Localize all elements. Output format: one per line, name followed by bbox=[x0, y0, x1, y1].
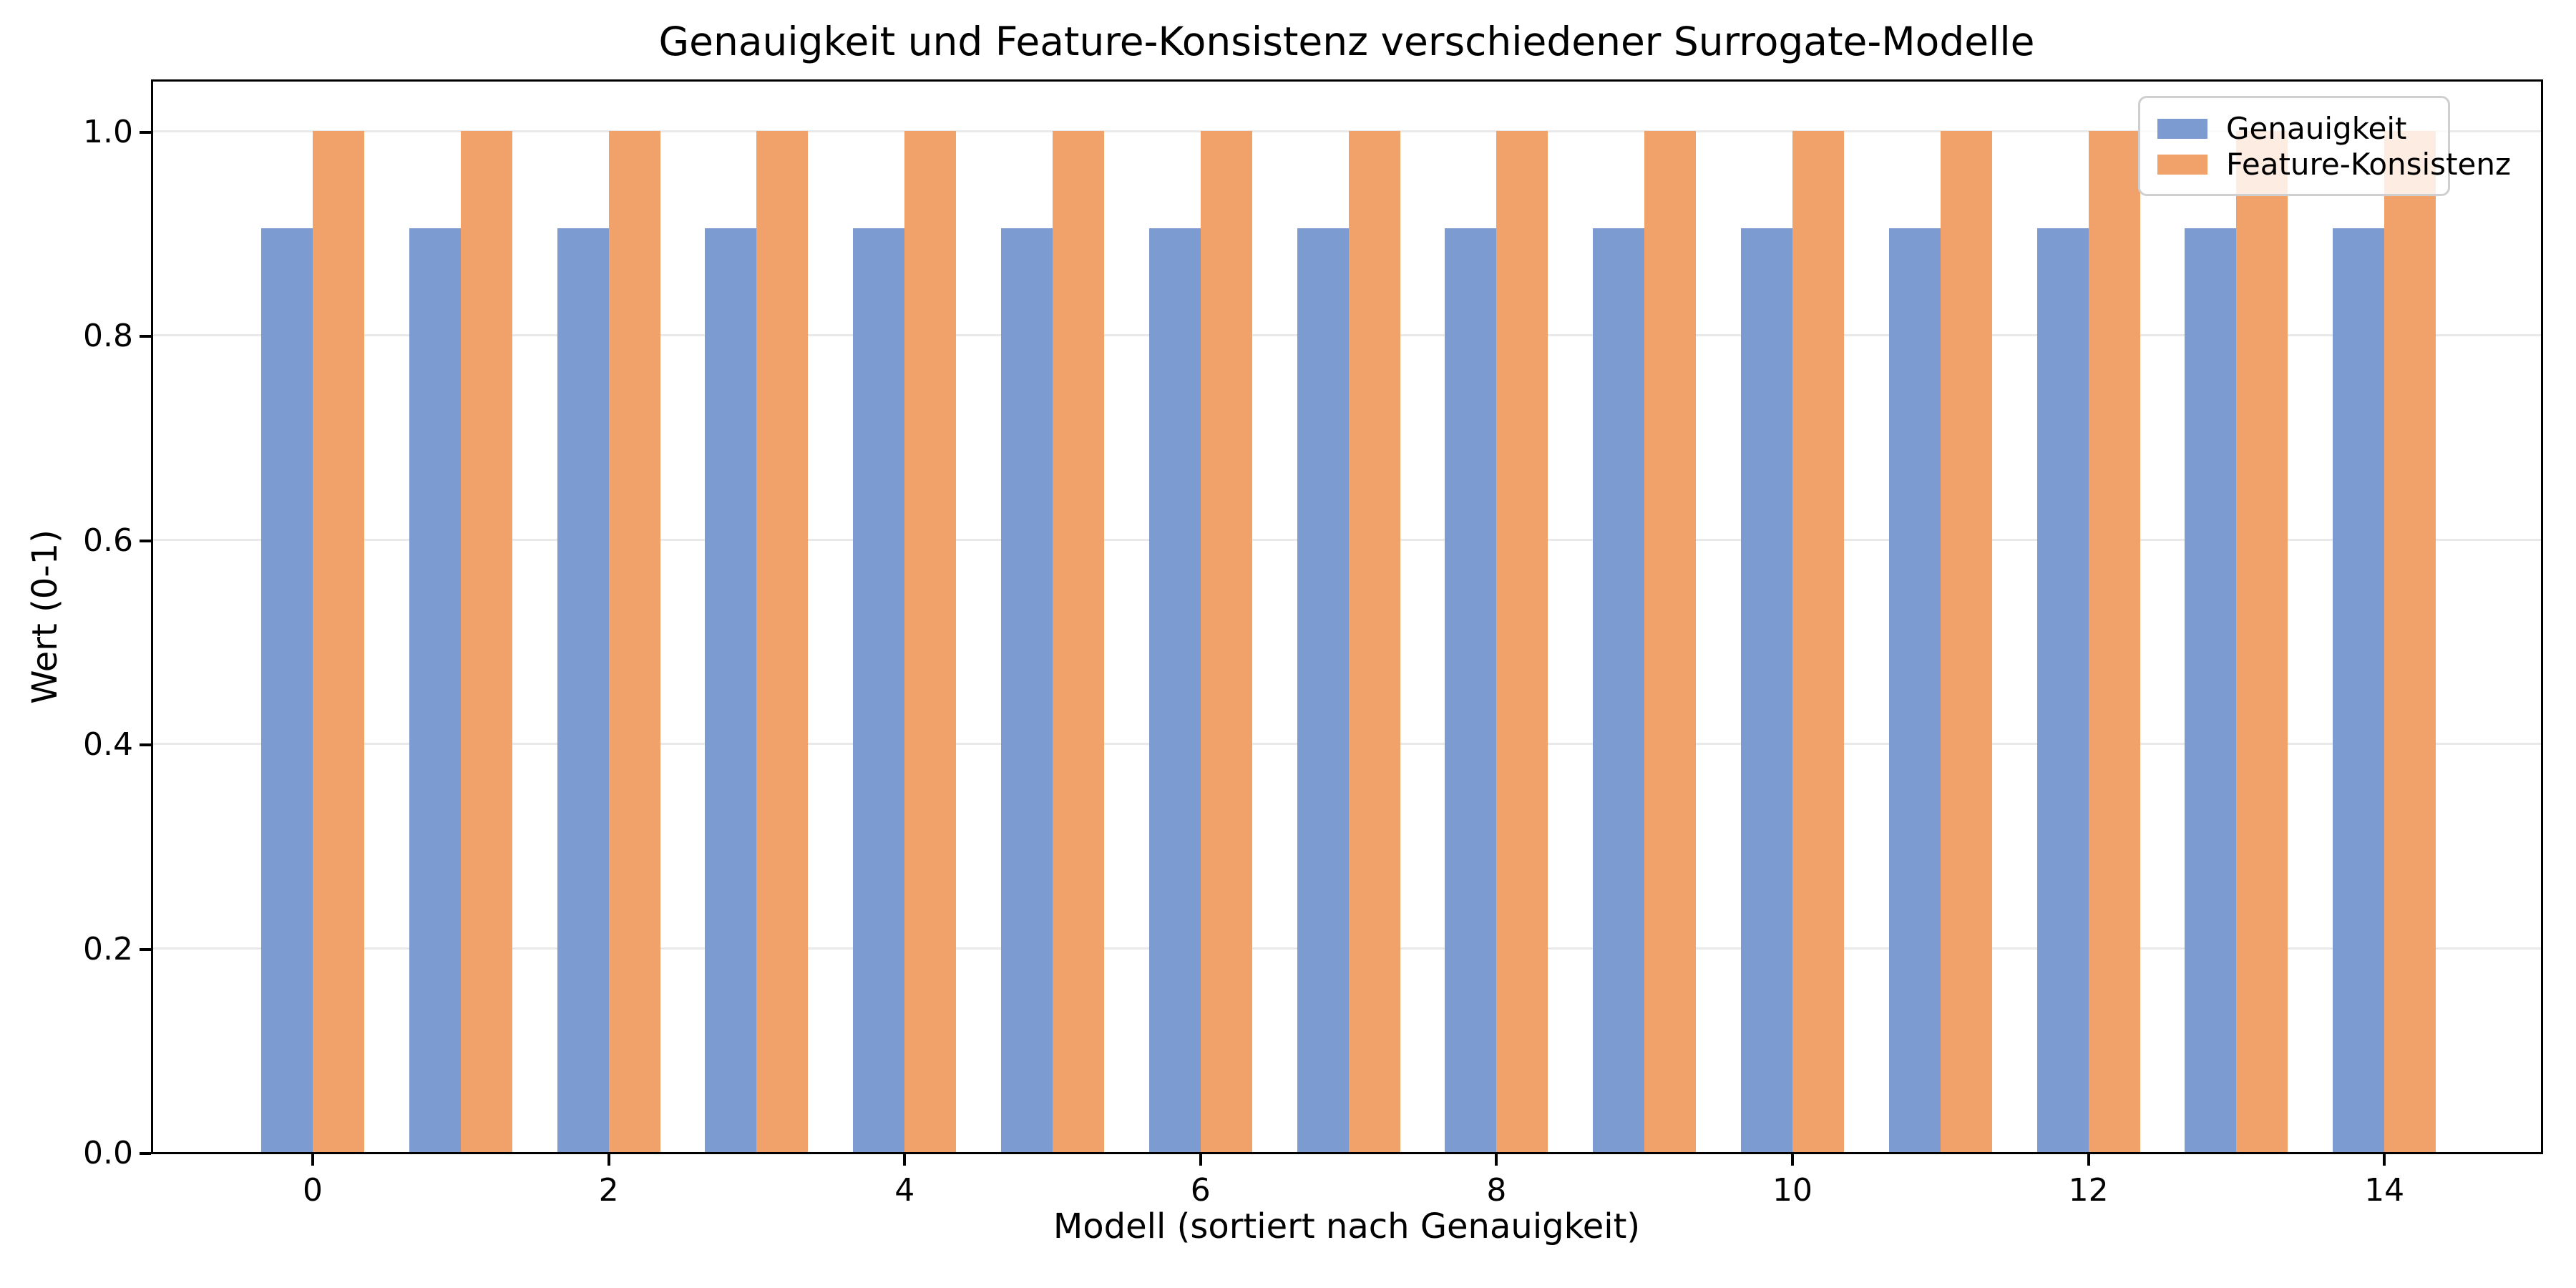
x-tick-mark-6 bbox=[1199, 1154, 1202, 1166]
x-tick-label-12: 12 bbox=[2068, 1172, 2109, 1209]
legend-label: Feature-Konsistenz bbox=[2226, 147, 2512, 182]
bar-genauigkeit-12 bbox=[2036, 228, 2089, 1152]
y-tick-mark-0.8 bbox=[140, 335, 151, 338]
x-tick-mark-2 bbox=[607, 1154, 610, 1166]
bar-genauigkeit-1 bbox=[409, 228, 461, 1152]
y-tick-label-1.0: 1.0 bbox=[83, 114, 133, 150]
x-tick-label-6: 6 bbox=[1190, 1172, 1211, 1209]
y-tick-label-0.8: 0.8 bbox=[83, 318, 133, 355]
x-tick-label-0: 0 bbox=[303, 1172, 323, 1209]
y-tick-label-0.4: 0.4 bbox=[83, 726, 133, 763]
bar-feature-konsistenz-3 bbox=[756, 131, 809, 1152]
legend: Genauigkeit Feature-Konsistenz bbox=[2138, 96, 2511, 196]
x-axis-label: Modell (sortiert nach Genauigkeit) bbox=[1053, 1206, 1641, 1246]
x-tick-mark-14 bbox=[2383, 1154, 2386, 1166]
bar-genauigkeit-4 bbox=[853, 228, 905, 1152]
bar-feature-konsistenz-7 bbox=[1348, 131, 1400, 1152]
x-tick-mark-0 bbox=[311, 1154, 314, 1166]
legend-swatch-feature-konsistenz bbox=[2157, 155, 2207, 175]
bar-genauigkeit-11 bbox=[1888, 228, 1941, 1152]
bar-feature-konsistenz-5 bbox=[1053, 131, 1104, 1152]
x-tick-mark-4 bbox=[903, 1154, 907, 1166]
bar-genauigkeit-3 bbox=[705, 228, 757, 1152]
x-tick-label-10: 10 bbox=[1772, 1172, 1813, 1209]
y-tick-mark-0.4 bbox=[140, 743, 151, 747]
bar-feature-konsistenz-0 bbox=[313, 131, 364, 1152]
bar-feature-konsistenz-4 bbox=[904, 131, 957, 1152]
bar-feature-konsistenz-11 bbox=[1940, 131, 1992, 1152]
y-tick-mark-1.0 bbox=[140, 131, 151, 134]
bar-feature-konsistenz-10 bbox=[1792, 131, 1844, 1152]
legend-swatch-genauigkeit bbox=[2157, 119, 2207, 139]
bar-feature-konsistenz-9 bbox=[1644, 131, 1697, 1152]
bar-feature-konsistenz-8 bbox=[1496, 131, 1548, 1152]
bar-genauigkeit-0 bbox=[261, 228, 313, 1152]
plot-area bbox=[151, 79, 2543, 1154]
y-tick-mark-0.2 bbox=[140, 947, 151, 951]
bar-feature-konsistenz-6 bbox=[1200, 131, 1252, 1152]
x-tick-label-8: 8 bbox=[1486, 1172, 1507, 1209]
gridline-y-1 bbox=[153, 130, 2541, 132]
bar-genauigkeit-2 bbox=[557, 228, 609, 1152]
y-tick-label-0.2: 0.2 bbox=[83, 930, 133, 967]
legend-item-genauigkeit: Genauigkeit bbox=[2157, 112, 2431, 145]
bar-genauigkeit-14 bbox=[2333, 228, 2385, 1152]
x-tick-mark-8 bbox=[1495, 1154, 1498, 1166]
x-tick-label-4: 4 bbox=[894, 1172, 915, 1209]
bar-feature-konsistenz-1 bbox=[460, 131, 512, 1152]
bar-feature-konsistenz-14 bbox=[2384, 131, 2436, 1152]
x-tick-mark-10 bbox=[1791, 1154, 1794, 1166]
legend-item-feature-konsistenz: Feature-Konsistenz bbox=[2157, 148, 2511, 181]
x-tick-mark-12 bbox=[2087, 1154, 2090, 1166]
bar-feature-konsistenz-13 bbox=[2236, 131, 2288, 1152]
y-tick-mark-0.6 bbox=[140, 539, 151, 542]
legend-label: Genauigkeit bbox=[2226, 111, 2407, 146]
bar-genauigkeit-8 bbox=[1445, 228, 1497, 1152]
bar-genauigkeit-5 bbox=[1001, 228, 1053, 1152]
bar-genauigkeit-9 bbox=[1593, 228, 1645, 1152]
y-tick-label-0.6: 0.6 bbox=[83, 522, 133, 559]
bar-genauigkeit-6 bbox=[1148, 228, 1201, 1152]
chart-title: Genauigkeit und Feature-Konsistenz versc… bbox=[658, 19, 2035, 64]
x-tick-label-14: 14 bbox=[2364, 1172, 2405, 1209]
bar-genauigkeit-10 bbox=[1741, 228, 1792, 1152]
y-tick-mark-0.0 bbox=[140, 1152, 151, 1155]
bar-genauigkeit-13 bbox=[2185, 228, 2237, 1152]
x-tick-label-2: 2 bbox=[598, 1172, 619, 1209]
y-tick-label-0.0: 0.0 bbox=[83, 1135, 133, 1171]
bar-feature-konsistenz-12 bbox=[2088, 131, 2140, 1152]
bar-feature-konsistenz-2 bbox=[608, 131, 660, 1152]
bar-genauigkeit-7 bbox=[1297, 228, 1349, 1152]
